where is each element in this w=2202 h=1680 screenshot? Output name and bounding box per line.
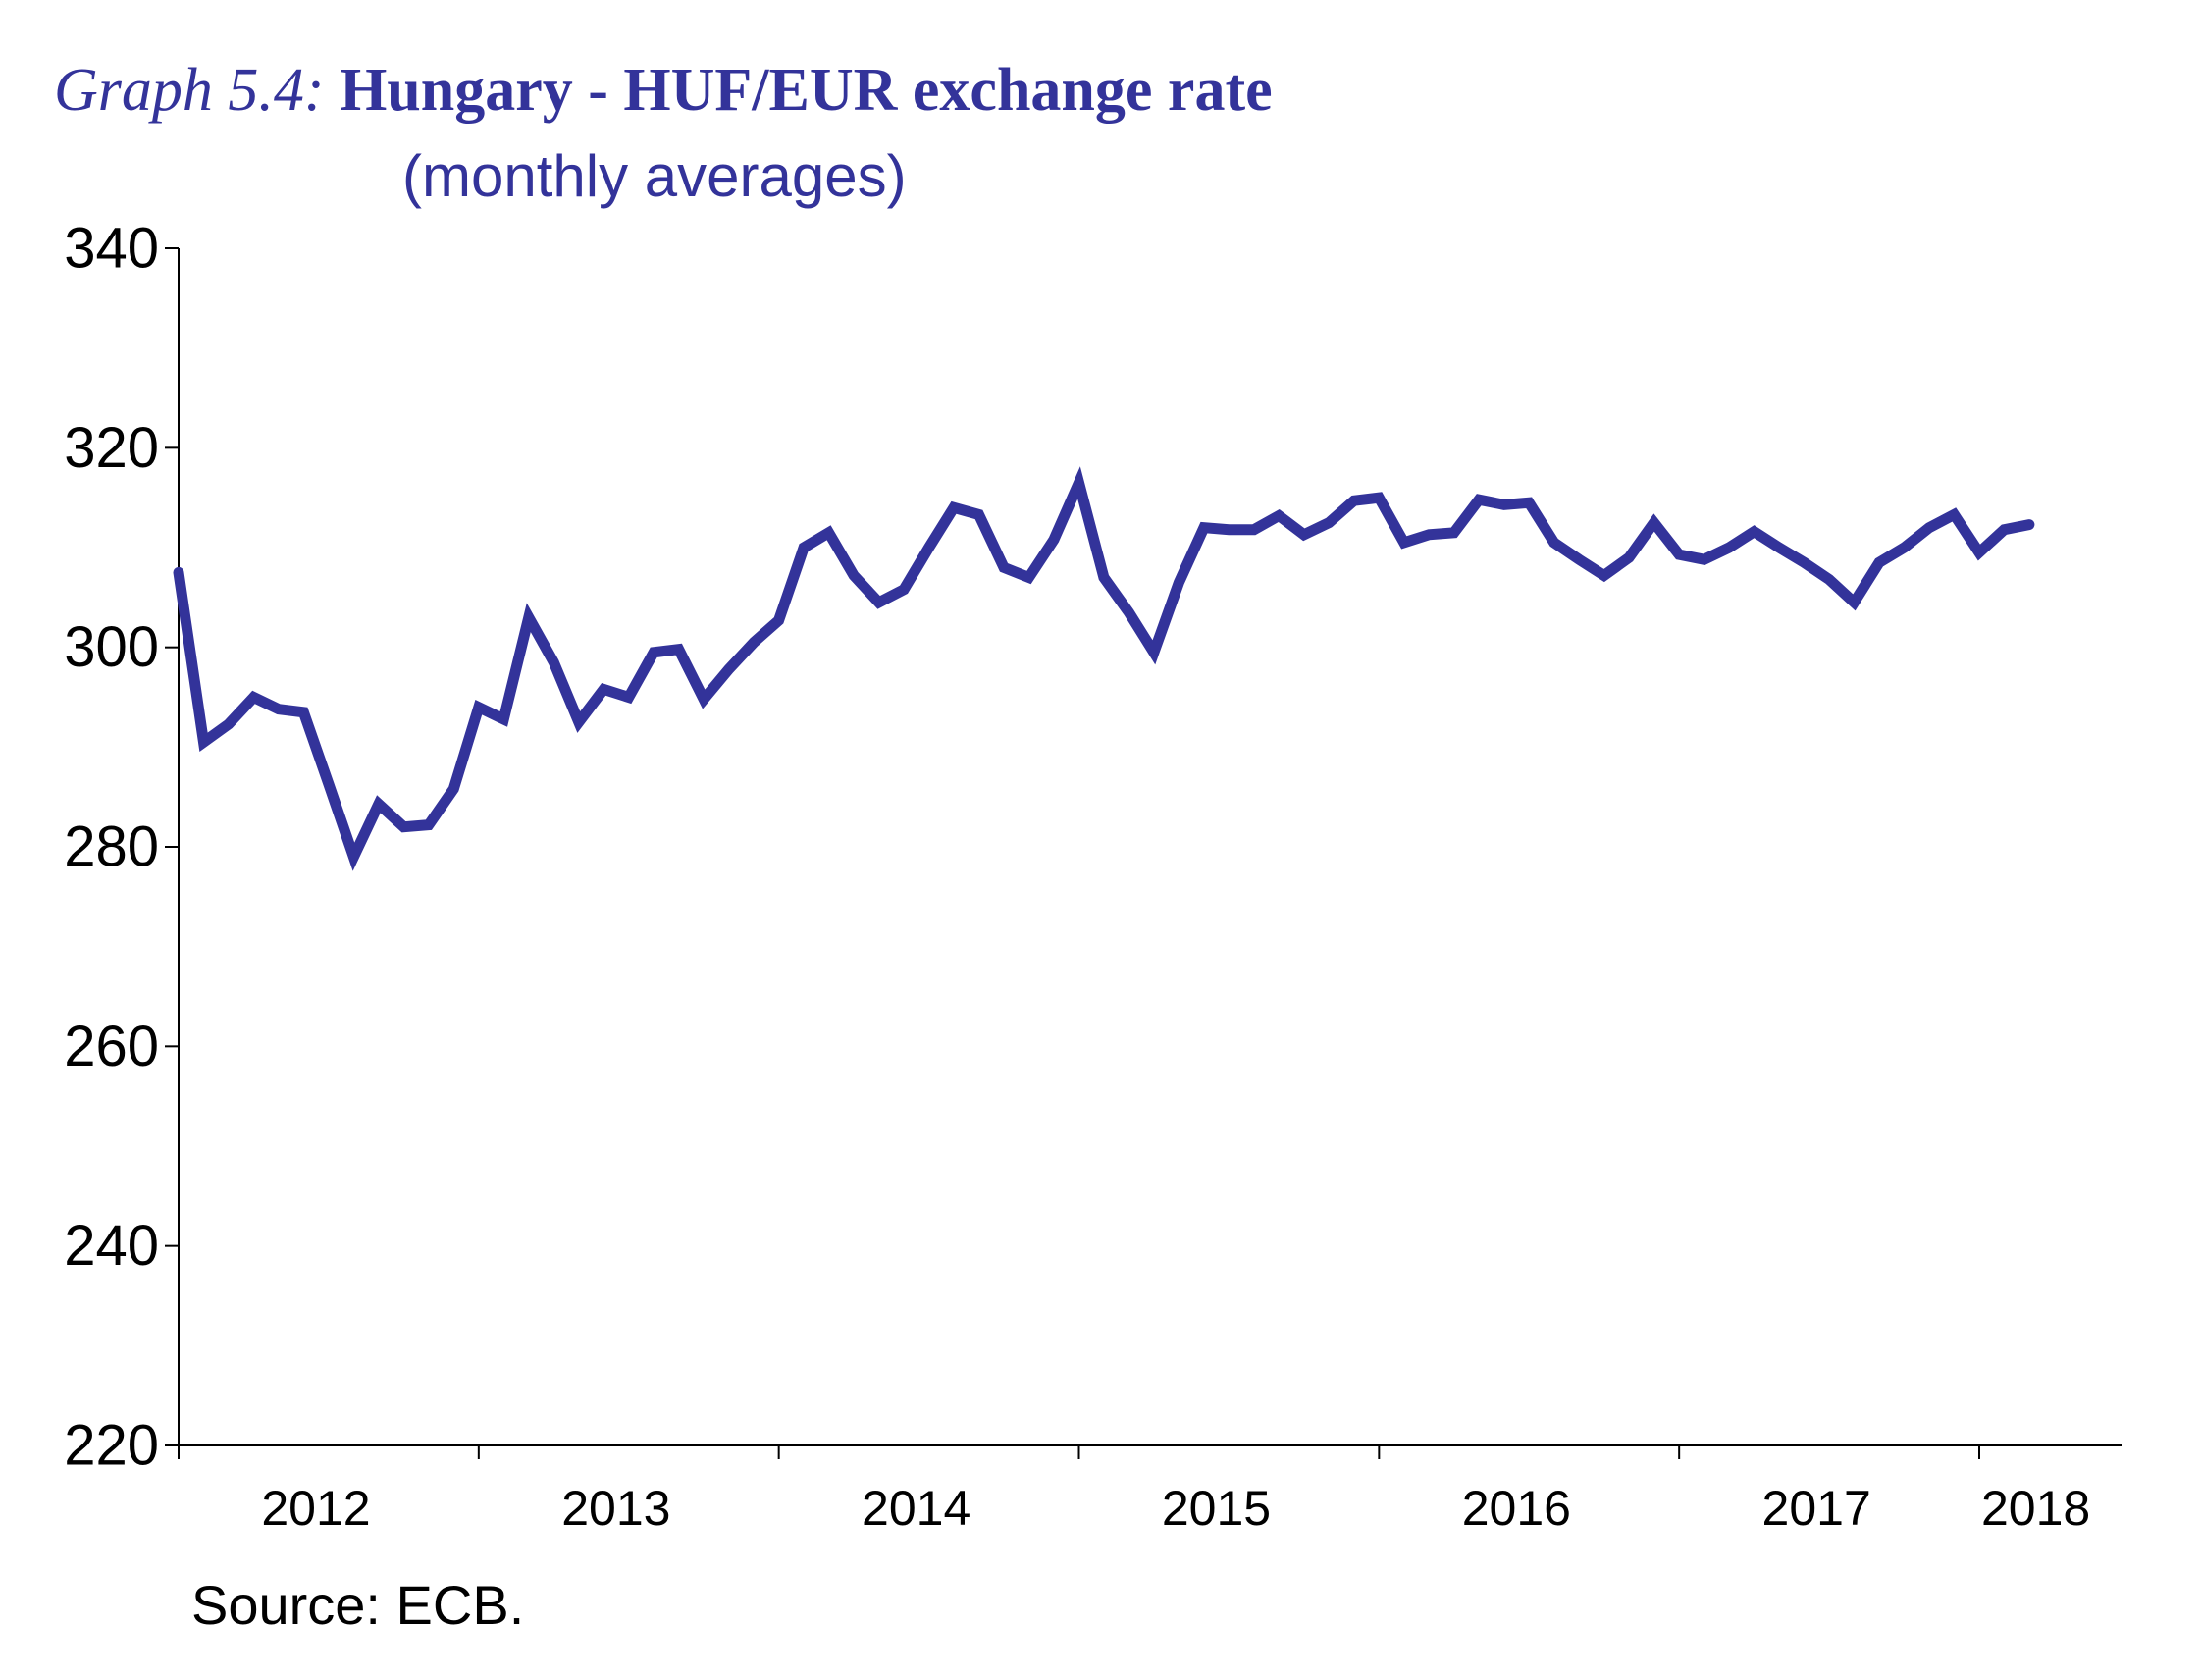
x-tick-label: 2015 (1162, 1481, 1271, 1536)
title-prefix: Graph 5.4: (54, 57, 325, 124)
series-line (173, 466, 2035, 871)
title-main: Hungary - HUF/EUR exchange rate (340, 57, 1273, 124)
y-tick-label: 340 (64, 217, 159, 281)
y-axis-ticks: 220 240 260 280 300 320 340 (64, 217, 179, 1478)
series-group (173, 466, 2035, 871)
x-axis-ticks: 2012 2013 2014 2015 2016 2017 2018 (178, 1445, 2090, 1536)
x-tick-label: 2016 (1462, 1481, 1571, 1536)
chart-subtitle: (monthly averages) (402, 143, 907, 209)
x-tick-label: 2013 (561, 1481, 670, 1536)
x-tick-label: 2014 (862, 1481, 970, 1536)
y-tick-label: 280 (64, 815, 159, 879)
y-tick-label: 220 (64, 1414, 159, 1478)
y-tick-label: 300 (64, 615, 159, 679)
x-tick-label: 2012 (261, 1481, 370, 1536)
x-tick-label: 2017 (1762, 1481, 1871, 1536)
x-tick-label: 2018 (1981, 1481, 2090, 1536)
y-tick-label: 240 (64, 1214, 159, 1278)
y-tick-label: 260 (64, 1015, 159, 1078)
axes (178, 248, 2122, 1446)
y-tick-label: 320 (64, 416, 159, 480)
chart-title: Graph 5.4: Hungary - HUF/EUR exchange ra… (54, 51, 1273, 130)
source-note: Source: ECB. (191, 1574, 525, 1636)
